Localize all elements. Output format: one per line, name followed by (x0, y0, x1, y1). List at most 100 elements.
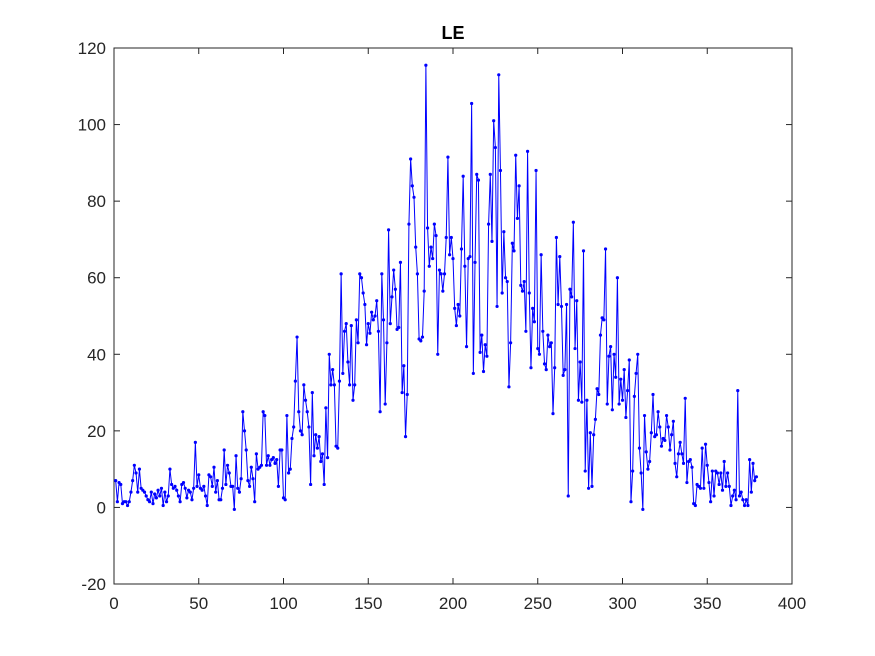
data-point (147, 500, 152, 504)
data-point (209, 475, 213, 479)
data-point (312, 454, 316, 458)
data-point (542, 362, 547, 366)
data-point (709, 500, 713, 504)
data-point (358, 272, 362, 276)
data-point (339, 272, 343, 276)
data-point (412, 195, 416, 199)
data-point (364, 343, 369, 347)
data-point (253, 500, 257, 504)
data-point (348, 383, 352, 387)
data-point (576, 398, 581, 402)
data-point (390, 295, 394, 299)
data-point (617, 402, 621, 406)
x-tick-label: 0 (109, 594, 118, 613)
x-tick-label: 150 (354, 594, 382, 613)
data-point (664, 413, 669, 418)
data-point (734, 498, 738, 502)
data-point (464, 345, 469, 349)
data-point (641, 507, 645, 511)
data-point (549, 341, 553, 345)
data-point (498, 168, 503, 173)
data-point (424, 63, 428, 67)
data-point (151, 502, 155, 506)
y-tick-label: 20 (87, 422, 106, 441)
data-point (571, 220, 575, 224)
data-point (286, 471, 291, 475)
data-point (500, 291, 504, 295)
data-point (649, 431, 653, 435)
data-point (480, 333, 484, 337)
data-point (439, 272, 443, 276)
data-point (731, 494, 735, 498)
data-point (666, 425, 670, 429)
data-point (449, 235, 453, 240)
data-point (658, 425, 662, 429)
data-point (254, 452, 258, 456)
data-point (634, 371, 638, 376)
data-point (131, 479, 135, 483)
data-point (690, 465, 694, 469)
data-point (361, 291, 365, 295)
data-point (456, 302, 460, 307)
data-point (200, 488, 204, 492)
data-point (568, 287, 572, 291)
data-point (268, 463, 272, 467)
data-point (178, 500, 182, 504)
data-point (580, 400, 584, 404)
data-point (442, 272, 447, 276)
data-point (290, 436, 294, 441)
data-point (153, 492, 157, 496)
data-point (563, 368, 567, 372)
data-point (158, 494, 162, 498)
data-point (546, 333, 550, 337)
data-point (517, 184, 521, 188)
data-point (446, 155, 450, 159)
data-point (332, 383, 336, 387)
data-point (722, 459, 726, 464)
data-point (346, 360, 350, 364)
data-point (366, 322, 370, 326)
data-point (751, 461, 755, 465)
data-point (614, 375, 618, 379)
data-point (144, 494, 148, 498)
data-point (615, 276, 620, 280)
data-point (136, 490, 140, 494)
data-point (512, 249, 516, 253)
data-point (303, 398, 308, 402)
data-point (114, 479, 118, 483)
data-point (300, 433, 304, 437)
y-tick-label: 120 (78, 39, 106, 58)
data-point (710, 469, 714, 473)
data-point (624, 415, 628, 420)
data-point (222, 448, 226, 452)
data-point (392, 268, 396, 272)
y-tick-label: 60 (87, 269, 106, 288)
y-tick-label: -20 (81, 575, 106, 594)
data-point (720, 488, 725, 492)
data-point (573, 346, 577, 351)
data-point (522, 279, 526, 284)
data-point (129, 490, 133, 494)
data-point (380, 272, 384, 276)
data-point (351, 398, 355, 402)
data-point (370, 310, 374, 314)
data-point (319, 459, 323, 464)
data-point (402, 364, 406, 368)
data-point (344, 322, 348, 326)
data-point (676, 452, 681, 456)
data-point (681, 461, 686, 465)
data-point (197, 473, 201, 477)
data-point (490, 239, 494, 243)
data-point (436, 352, 440, 356)
data-point (161, 503, 165, 508)
data-point (405, 392, 409, 397)
data-point (444, 235, 448, 240)
data-point (341, 371, 345, 376)
data-point (342, 329, 347, 333)
data-point (231, 484, 235, 488)
data-point (202, 484, 206, 488)
data-point (407, 222, 411, 226)
data-point (470, 101, 474, 106)
data-point (551, 412, 555, 416)
